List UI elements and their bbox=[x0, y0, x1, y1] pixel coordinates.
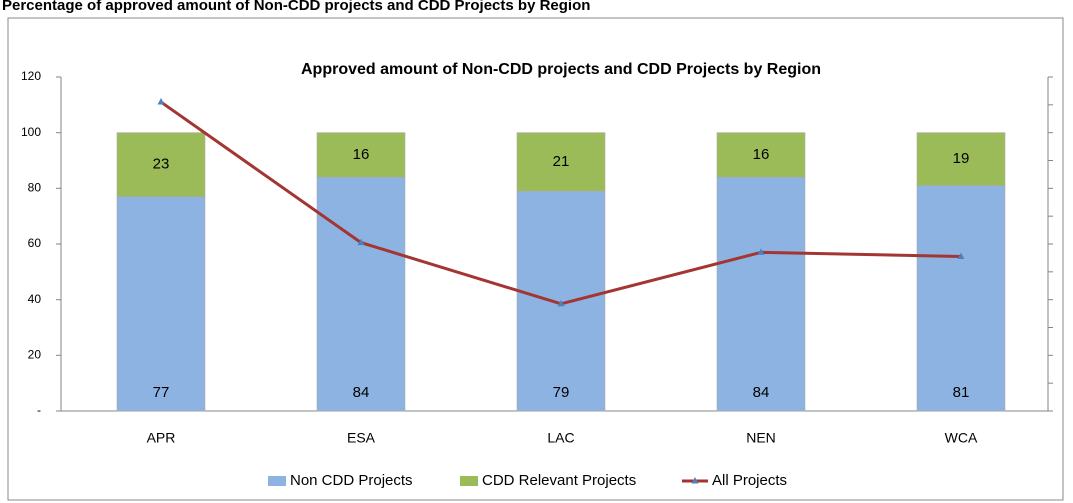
x-tick-label: WCA bbox=[945, 430, 978, 446]
y-tick-label: 100 bbox=[21, 125, 41, 139]
line-marker bbox=[357, 238, 365, 246]
line-marker bbox=[557, 299, 565, 307]
legend-label: All Projects bbox=[712, 472, 787, 489]
line-marker bbox=[957, 252, 965, 260]
x-tick-label: LAC bbox=[547, 430, 574, 446]
chart-title: Approved amount of Non-CDD projects and … bbox=[301, 61, 821, 78]
x-tick-label: ESA bbox=[347, 430, 376, 446]
y-tick-label: 80 bbox=[28, 181, 42, 195]
data-label: 16 bbox=[353, 146, 370, 163]
data-label: 23 bbox=[153, 156, 170, 173]
bar-segment bbox=[316, 132, 406, 178]
bar-segment bbox=[116, 132, 206, 197]
data-label: 19 bbox=[953, 150, 970, 167]
data-label: 21 bbox=[553, 153, 570, 170]
y-tick-label: 40 bbox=[28, 292, 42, 306]
line-marker bbox=[157, 98, 165, 105]
x-tick-label: APR bbox=[147, 430, 176, 446]
bar-segment bbox=[716, 132, 806, 178]
legend-label: Non CDD Projects bbox=[290, 472, 413, 489]
y-tick-label: 60 bbox=[28, 236, 42, 250]
legend-swatch bbox=[460, 476, 478, 486]
data-label: 81 bbox=[953, 384, 970, 401]
line-marker bbox=[757, 248, 765, 255]
legend-label: CDD Relevant Projects bbox=[482, 472, 636, 489]
data-label: 77 bbox=[153, 384, 170, 401]
data-label: 16 bbox=[753, 146, 770, 163]
y-tick-label: - bbox=[37, 403, 41, 417]
page-header: Percentage of approved amount of Non-CDD… bbox=[2, 0, 590, 14]
legend-swatch bbox=[268, 476, 286, 486]
y-tick-label: 120 bbox=[21, 69, 41, 83]
legend-marker bbox=[691, 477, 699, 484]
bar-segment bbox=[516, 132, 606, 192]
data-label: 84 bbox=[753, 384, 770, 401]
bar-segment bbox=[116, 196, 206, 412]
chart-frame bbox=[7, 17, 1064, 501]
y-tick-label: 20 bbox=[28, 348, 42, 362]
bar-segment bbox=[716, 176, 806, 412]
data-label: 79 bbox=[553, 384, 570, 401]
bar-segment bbox=[316, 176, 406, 412]
data-label: 84 bbox=[353, 384, 370, 401]
bar-segment bbox=[916, 132, 1006, 186]
x-tick-label: NEN bbox=[746, 430, 776, 446]
bar-segment bbox=[916, 185, 1006, 412]
